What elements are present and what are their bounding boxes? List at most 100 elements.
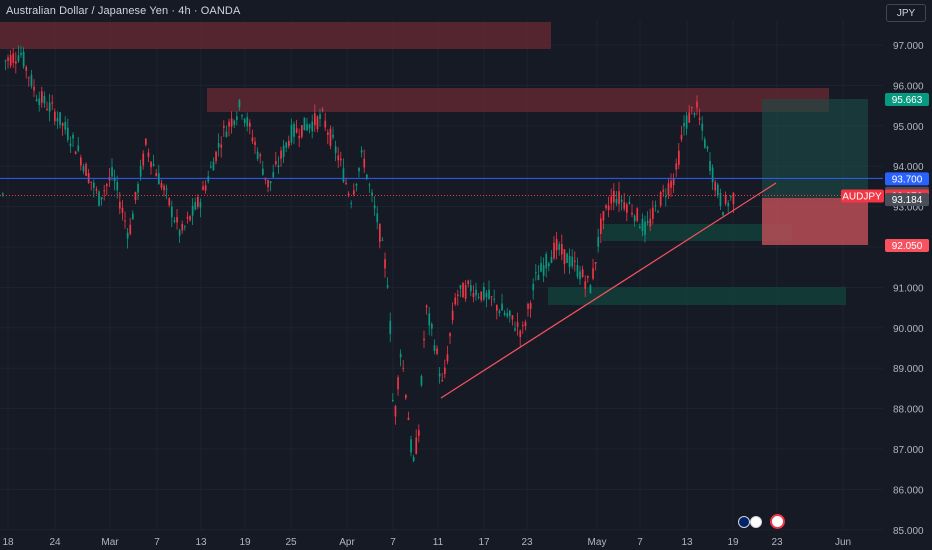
candle-body xyxy=(704,139,706,148)
candle-body xyxy=(402,367,405,369)
candle-body xyxy=(449,333,451,337)
candle-body xyxy=(602,211,605,221)
candle-body xyxy=(501,303,503,311)
candle-body xyxy=(483,286,485,300)
candle-body xyxy=(568,256,571,267)
candle-body xyxy=(540,263,542,272)
candle-body xyxy=(139,165,142,177)
candle-body xyxy=(433,345,436,351)
candle-body xyxy=(691,106,693,109)
candle-body xyxy=(498,310,501,314)
candle-body xyxy=(628,201,631,204)
candle-body xyxy=(74,151,77,155)
candle-body xyxy=(680,134,683,140)
candle-body xyxy=(12,53,15,63)
candle-body xyxy=(683,122,685,127)
candle-body xyxy=(423,338,425,341)
japan-flag-icon[interactable] xyxy=(750,516,762,528)
candle-body xyxy=(553,242,555,259)
candle-body xyxy=(259,154,262,157)
candle-body xyxy=(633,215,636,222)
price-label-text: 93.700 xyxy=(892,174,923,185)
candle-body xyxy=(295,128,298,133)
candle-body xyxy=(514,328,516,331)
candle-body xyxy=(355,183,358,186)
candle-body xyxy=(394,406,397,417)
candle-body xyxy=(379,224,381,242)
japan-flag-icon[interactable] xyxy=(770,514,785,529)
candle-body xyxy=(160,183,163,188)
candle-body xyxy=(15,61,17,64)
candle-body xyxy=(319,114,321,119)
candle-body xyxy=(82,165,85,172)
candle-body xyxy=(399,353,402,358)
candle-body xyxy=(132,213,134,220)
candle-body xyxy=(111,167,113,177)
price-label-box xyxy=(885,238,929,252)
candle-body xyxy=(155,172,158,177)
candle-body xyxy=(454,297,457,305)
candle-body xyxy=(522,325,524,327)
price-axis: 97.00096.00095.00094.00093.00092.00091.0… xyxy=(893,41,924,537)
candle-body xyxy=(371,192,373,196)
candle-body xyxy=(25,66,28,71)
price-tick-label: 96.000 xyxy=(893,81,924,92)
candle-body xyxy=(207,176,210,182)
candle-body xyxy=(254,141,256,146)
candle-body xyxy=(662,189,665,192)
candle-body xyxy=(368,184,371,186)
currency-button[interactable]: JPY xyxy=(886,4,926,22)
price-tick-label: 88.000 xyxy=(893,405,924,416)
candle-body xyxy=(251,137,254,142)
trend-line xyxy=(440,182,777,399)
candle-body xyxy=(693,113,696,115)
candle-body xyxy=(587,275,589,278)
candle-body xyxy=(410,439,412,453)
candle-body xyxy=(46,109,48,111)
candle-body xyxy=(376,213,379,223)
candle-body xyxy=(397,377,399,390)
price-tick-label: 95.000 xyxy=(893,122,924,133)
candle-body xyxy=(412,457,415,461)
candle-body xyxy=(298,136,301,139)
candle-body xyxy=(77,145,80,151)
price-tick-label: 94.000 xyxy=(893,162,924,173)
australia-flag-icon[interactable] xyxy=(738,516,750,528)
candle-body xyxy=(56,118,59,122)
candle-body xyxy=(571,256,574,267)
chart-title: Australian Dollar / Japanese Yen · 4h · … xyxy=(6,5,241,17)
candle-body xyxy=(176,217,178,223)
candle-body xyxy=(158,173,160,185)
candle-body xyxy=(306,124,308,131)
candle-body xyxy=(147,152,150,157)
price-label-box xyxy=(885,193,929,207)
candle-body xyxy=(386,285,389,288)
candle-body xyxy=(95,189,98,191)
candle-body xyxy=(405,395,407,399)
candle-body xyxy=(119,201,121,209)
candle-body xyxy=(301,125,303,137)
price-tick-label: 86.000 xyxy=(893,485,924,496)
candle-body xyxy=(685,115,688,129)
candle-body xyxy=(529,303,532,310)
candle-body xyxy=(184,226,186,228)
candle-body xyxy=(464,284,467,299)
candle-body xyxy=(121,207,124,213)
candle-body xyxy=(340,158,342,161)
price-label-text: 92.050 xyxy=(892,241,923,252)
candle-body xyxy=(316,116,319,130)
candle-body xyxy=(584,281,587,289)
candle-body xyxy=(90,181,93,183)
candle-body xyxy=(178,230,181,236)
candle-body xyxy=(43,96,46,104)
candle-body xyxy=(605,205,607,209)
time-tick-label: 17 xyxy=(478,537,490,548)
candle-body xyxy=(657,211,659,213)
candle-body xyxy=(561,244,563,255)
candle-body xyxy=(277,165,280,168)
candle-body xyxy=(345,182,347,184)
candle-body xyxy=(472,292,475,298)
time-tick-label: 7 xyxy=(154,537,160,548)
candle-body xyxy=(80,157,82,166)
